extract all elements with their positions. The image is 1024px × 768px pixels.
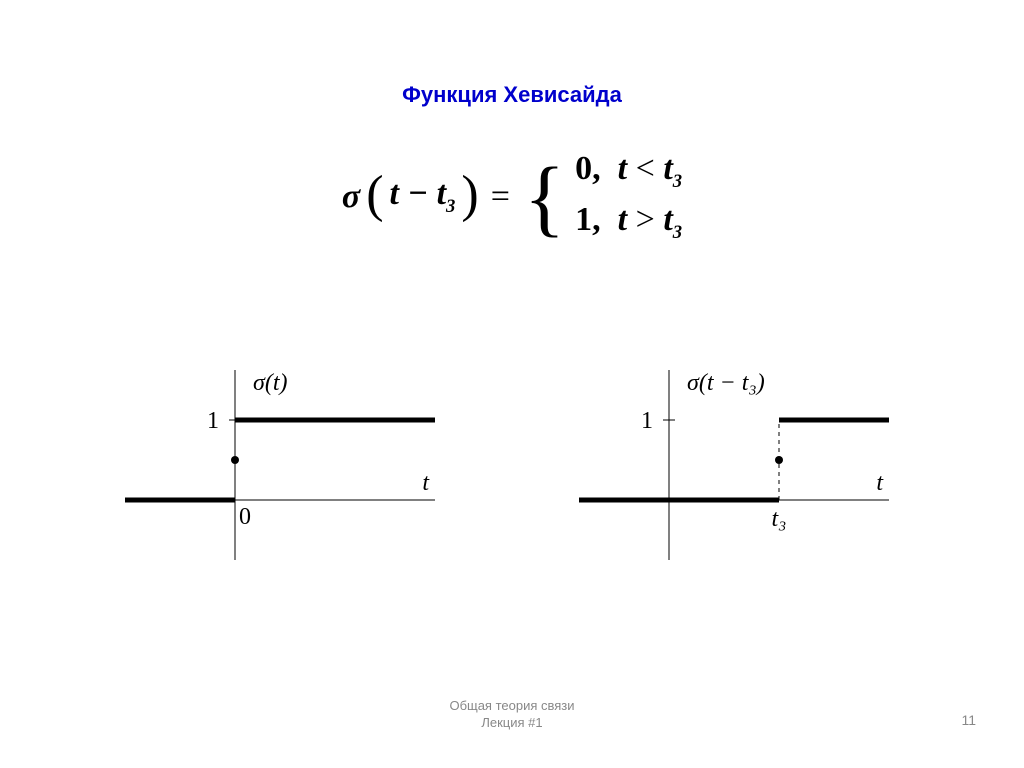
case-top: 0, t < t3 xyxy=(575,150,682,193)
page-number: 11 xyxy=(961,712,976,728)
svg-text:t: t xyxy=(877,470,885,496)
svg-text:σ(t − t₃): σ(t − t₃) xyxy=(687,370,765,396)
footer-text: Общая теория связиЛекция #1 xyxy=(0,698,1024,732)
brace-symbol: { xyxy=(524,165,565,230)
sigma-symbol: σ xyxy=(342,178,360,216)
slide-title: Функция Хевисайда xyxy=(0,82,1024,108)
chart-sigma-t-t3: σ(t − t₃) 1 t t₃ xyxy=(569,350,909,580)
equals-sign: = xyxy=(491,178,510,216)
cases-block: 0, t < t3 1, t > t3 xyxy=(575,150,682,244)
case-bottom: 1, t > t3 xyxy=(575,201,682,244)
equation-block: σ ( t − t3 ) = { 0, t < t3 1, t > t3 xyxy=(0,150,1024,244)
svg-text:t: t xyxy=(422,470,430,496)
svg-text:σ(t): σ(t) xyxy=(253,370,288,396)
svg-text:t₃: t₃ xyxy=(772,506,787,532)
open-paren: ( xyxy=(366,174,383,216)
close-paren: ) xyxy=(461,174,478,216)
svg-text:0: 0 xyxy=(239,504,251,530)
charts-row: σ(t) 1 t 0 σ(t − t₃) 1 t t₃ xyxy=(0,350,1024,580)
lhs-inner: t − t3 xyxy=(390,175,456,218)
svg-text:1: 1 xyxy=(641,408,653,434)
svg-text:1: 1 xyxy=(207,408,219,434)
chart-sigma-t: σ(t) 1 t 0 xyxy=(115,350,455,580)
